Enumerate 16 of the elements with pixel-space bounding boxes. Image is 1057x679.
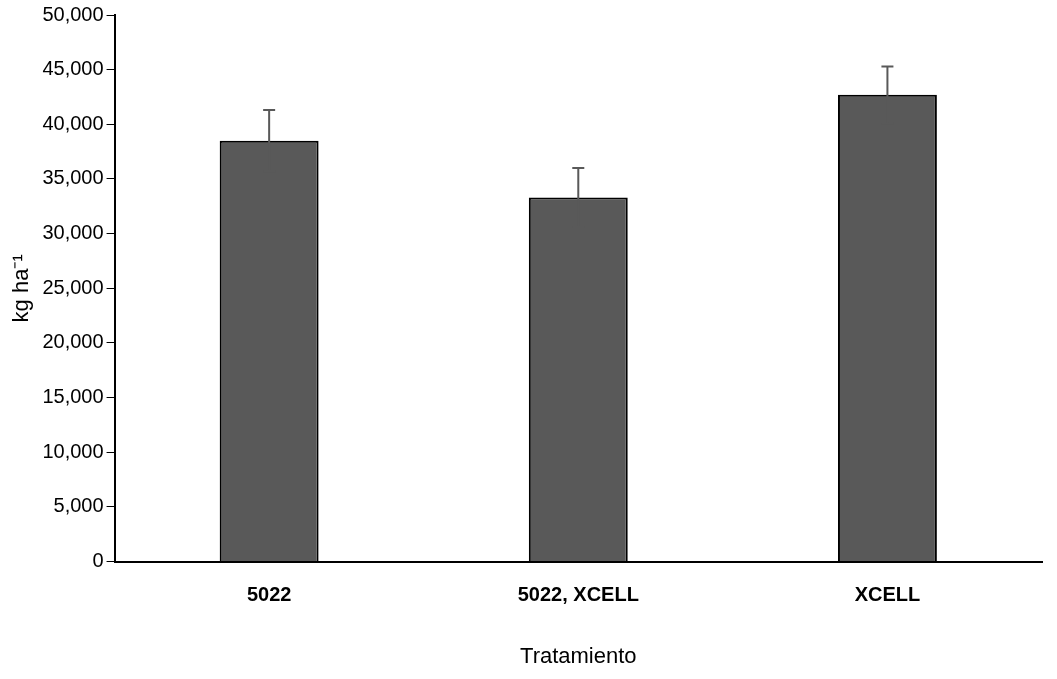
y-tick-label: 30,000 [42,221,104,244]
y-tick-label: 45,000 [42,57,104,80]
x-tick-label: XCELL [854,583,921,606]
y-tick-label: 10,000 [42,439,104,462]
y-axis-title: kg ha⁻¹ [8,254,34,323]
y-tick-label: 25,000 [42,275,104,298]
y-tick-label: 40,000 [42,111,104,134]
y-tick-label: 15,000 [42,385,104,408]
y-tick-label: 35,000 [42,166,104,189]
x-tick-label: 5022 [246,583,292,606]
y-tick-label: 50,000 [42,2,104,25]
x-tick-label: 5022, XCELL [517,583,639,606]
y-tick-label: 20,000 [42,330,104,353]
x-axis-title: Tratamiento [520,642,637,668]
y-tick-label: 5,000 [53,494,104,517]
y-tick-label: 0 [92,549,104,572]
